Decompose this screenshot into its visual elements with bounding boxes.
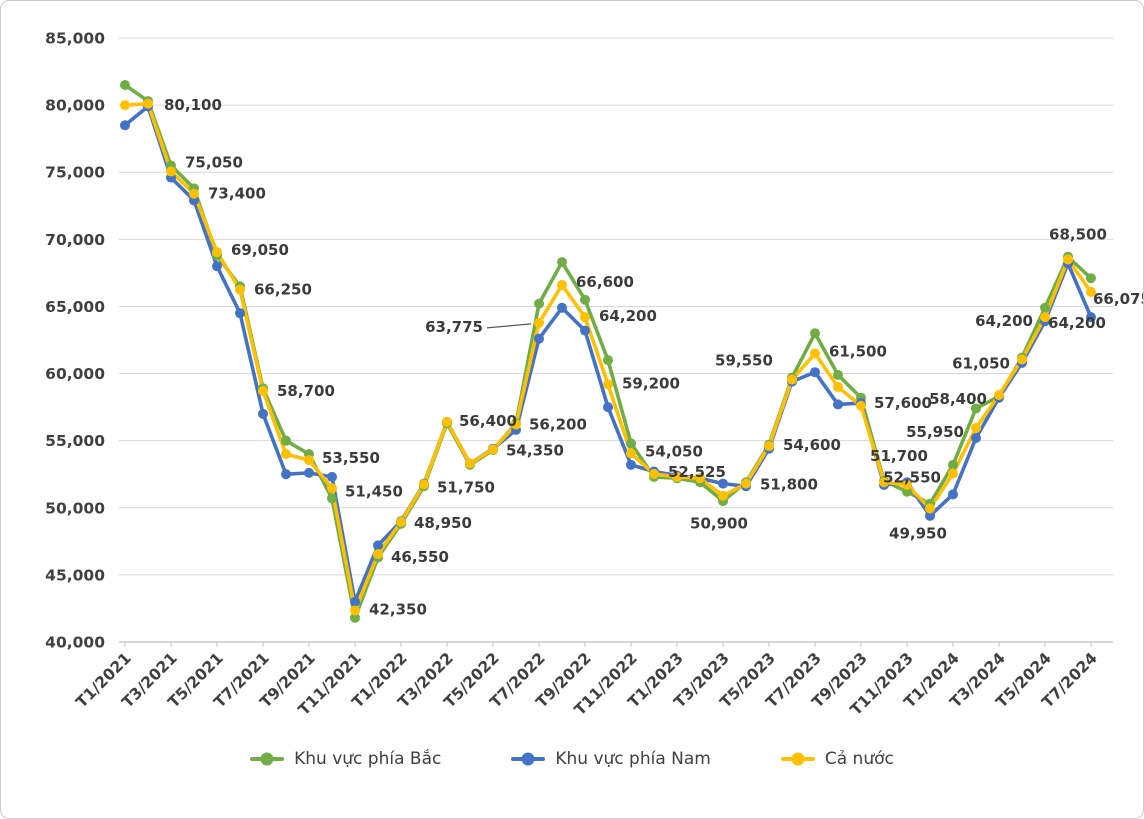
svg-text:64,200: 64,200 xyxy=(599,307,657,325)
svg-text:66,250: 66,250 xyxy=(254,281,312,299)
svg-text:61,500: 61,500 xyxy=(829,342,887,360)
svg-text:52,525: 52,525 xyxy=(668,463,726,481)
svg-text:75,000: 75,000 xyxy=(45,164,105,182)
svg-text:75,050: 75,050 xyxy=(185,154,243,172)
legend-dot-bac-icon xyxy=(260,752,274,766)
svg-text:51,700: 51,700 xyxy=(870,447,928,465)
svg-text:65,000: 65,000 xyxy=(45,298,105,316)
svg-text:64,200: 64,200 xyxy=(975,312,1033,330)
svg-text:40,000: 40,000 xyxy=(45,634,105,652)
svg-text:45,000: 45,000 xyxy=(45,566,105,584)
svg-text:42,350: 42,350 xyxy=(369,600,427,618)
svg-text:46,550: 46,550 xyxy=(391,548,449,566)
svg-text:80,100: 80,100 xyxy=(164,96,222,114)
line-chart: 40,000 45,000 50,000 55,000 60,000 65,000 70,0… xyxy=(45,30,1143,720)
svg-text:60,000: 60,000 xyxy=(45,365,105,383)
svg-text:58,400: 58,400 xyxy=(929,390,987,408)
svg-text:57,600: 57,600 xyxy=(874,394,932,412)
legend-dot-ca-nuoc-icon xyxy=(791,752,805,766)
legend-marker-bac-icon xyxy=(250,752,285,766)
svg-text:58,700: 58,700 xyxy=(277,382,335,400)
svg-text:54,350: 54,350 xyxy=(506,441,564,459)
legend-marker-nam-icon xyxy=(511,752,546,766)
svg-text:54,600: 54,600 xyxy=(783,436,841,454)
svg-text:48,950: 48,950 xyxy=(414,514,472,532)
svg-text:54,050: 54,050 xyxy=(645,442,703,460)
svg-text:80,000: 80,000 xyxy=(45,97,105,115)
svg-text:49,950: 49,950 xyxy=(889,524,947,542)
svg-text:66,075: 66,075 xyxy=(1093,290,1143,308)
svg-text:85,000: 85,000 xyxy=(45,30,105,48)
svg-text:59,550: 59,550 xyxy=(715,352,773,370)
svg-text:70,000: 70,000 xyxy=(45,231,105,249)
svg-text:66,600: 66,600 xyxy=(576,273,634,291)
legend-item-khu-vuc-phia-bac: Khu vực phía Bắc xyxy=(250,749,441,769)
svg-text:51,800: 51,800 xyxy=(760,476,818,494)
svg-text:69,050: 69,050 xyxy=(231,241,289,259)
svg-text:64,200: 64,200 xyxy=(1048,314,1106,332)
svg-text:55,000: 55,000 xyxy=(45,432,105,450)
svg-text:61,050: 61,050 xyxy=(952,354,1010,372)
svg-text:55,950: 55,950 xyxy=(906,423,964,441)
svg-text:56,400: 56,400 xyxy=(459,412,517,430)
legend-label-ca-nuoc: Cả nước xyxy=(824,749,894,769)
legend-label-bac: Khu vực phía Bắc xyxy=(294,749,442,769)
svg-text:68,500: 68,500 xyxy=(1049,225,1107,243)
chart-legend: Khu vực phía Bắc Khu vực phía Nam Cả nướ… xyxy=(1,746,1143,772)
svg-text:73,400: 73,400 xyxy=(208,185,266,203)
svg-text:51,750: 51,750 xyxy=(437,478,495,496)
svg-text:50,000: 50,000 xyxy=(45,499,105,517)
svg-text:59,200: 59,200 xyxy=(622,374,680,392)
legend-label-nam: Khu vực phía Nam xyxy=(555,749,711,769)
legend-item-khu-vuc-phia-nam: Khu vực phía Nam xyxy=(511,749,711,769)
legend-item-ca-nuoc: Cả nước xyxy=(780,749,894,769)
svg-text:51,450: 51,450 xyxy=(345,482,403,500)
svg-text:50,900: 50,900 xyxy=(690,515,748,533)
legend-dot-nam-icon xyxy=(521,752,535,766)
svg-text:56,200: 56,200 xyxy=(529,416,587,434)
svg-text:53,550: 53,550 xyxy=(322,449,380,467)
svg-text:52,550: 52,550 xyxy=(883,469,941,487)
svg-text:63,775: 63,775 xyxy=(425,318,483,336)
legend-marker-ca-nuoc-icon xyxy=(780,752,815,766)
